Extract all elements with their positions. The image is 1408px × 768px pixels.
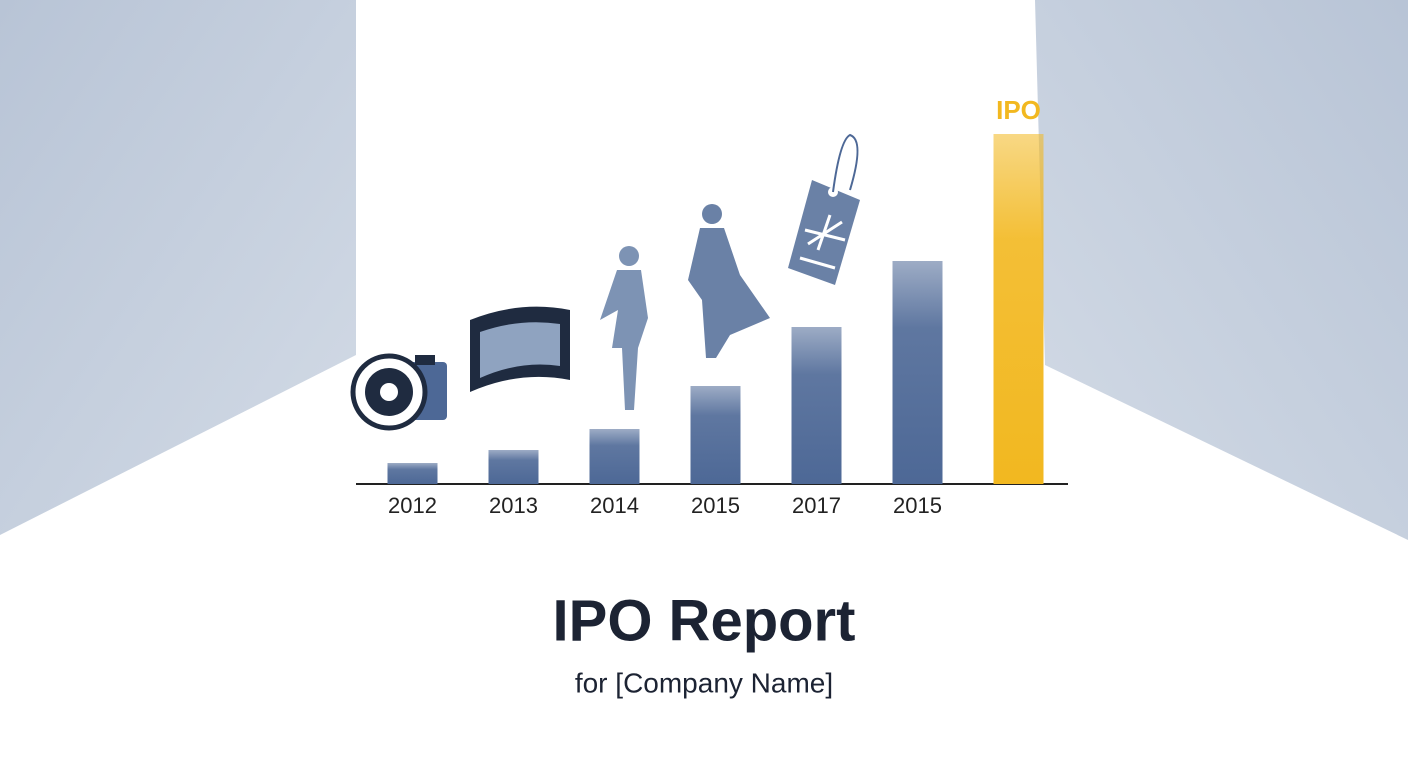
x-tick-label: 2015: [893, 493, 942, 518]
bar: [791, 327, 842, 484]
right-wall: [1035, 0, 1408, 540]
bar: [589, 429, 640, 484]
x-tick-label: 2017: [792, 493, 841, 518]
x-tick-label: 2012: [388, 493, 437, 518]
title: IPO Report: [553, 588, 856, 653]
price-tag-icon: [788, 133, 860, 285]
left-wall: [0, 0, 356, 535]
camera-icon: [350, 353, 447, 431]
dress-silhouette: [688, 204, 770, 358]
bar: [387, 463, 438, 484]
bar: [892, 261, 943, 484]
x-tick-label: 2015: [691, 493, 740, 518]
x-tick-label: 2013: [489, 493, 538, 518]
subtitle: for [Company Name]: [575, 667, 833, 698]
bar: [690, 386, 741, 484]
bar: [488, 450, 539, 484]
x-tick-label: 2014: [590, 493, 639, 518]
woman-silhouette: [600, 246, 648, 410]
highlight-label: IPO: [996, 95, 1041, 125]
bar: [993, 134, 1044, 484]
film-icon: [470, 306, 570, 392]
